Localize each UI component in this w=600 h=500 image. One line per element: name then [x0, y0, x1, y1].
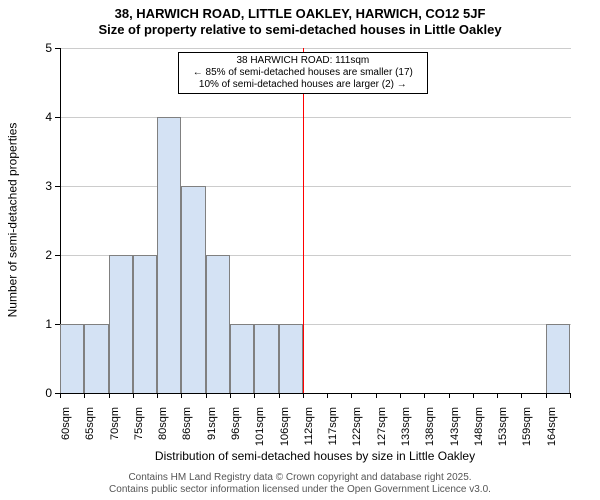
x-tick-label: 86sqm	[181, 407, 193, 453]
histogram-bar	[546, 324, 570, 393]
x-tick-mark	[351, 393, 352, 398]
histogram-bar	[181, 186, 205, 393]
y-tick-label: 2	[32, 248, 52, 262]
y-tick-mark	[55, 117, 60, 118]
x-tick-label: 138sqm	[424, 407, 436, 453]
y-tick-label: 5	[32, 41, 52, 55]
x-tick-label: 143sqm	[449, 407, 461, 453]
x-tick-mark	[327, 393, 328, 398]
chart-title-line2: Size of property relative to semi-detach…	[0, 22, 600, 38]
y-tick-mark	[55, 255, 60, 256]
histogram-bar	[84, 324, 108, 393]
reference-line	[303, 48, 304, 393]
x-tick-label: 60sqm	[60, 407, 72, 453]
annotation-line: 38 HARWICH ROAD: 111sqm	[183, 55, 423, 67]
x-tick-label: 153sqm	[497, 407, 509, 453]
chart-title-line1: 38, HARWICH ROAD, LITTLE OAKLEY, HARWICH…	[0, 0, 600, 22]
x-tick-label: 91sqm	[206, 407, 218, 453]
x-tick-mark	[424, 393, 425, 398]
x-tick-mark	[206, 393, 207, 398]
x-tick-mark	[157, 393, 158, 398]
y-tick-label: 1	[32, 317, 52, 331]
x-tick-mark	[570, 393, 571, 398]
y-tick-mark	[55, 186, 60, 187]
gridline	[61, 186, 571, 187]
histogram-bar	[230, 324, 254, 393]
x-tick-label: 159sqm	[521, 407, 533, 453]
y-tick-label: 4	[32, 110, 52, 124]
x-tick-label: 70sqm	[109, 407, 121, 453]
x-tick-label: 164sqm	[546, 407, 558, 453]
x-tick-mark	[400, 393, 401, 398]
x-tick-label: 96sqm	[230, 407, 242, 453]
y-tick-mark	[55, 48, 60, 49]
histogram-bar	[109, 255, 133, 393]
histogram-bar	[60, 324, 84, 393]
x-tick-label: 106sqm	[279, 407, 291, 453]
histogram-bar	[206, 255, 230, 393]
chart-container: 38, HARWICH ROAD, LITTLE OAKLEY, HARWICH…	[0, 0, 600, 500]
x-tick-label: 148sqm	[473, 407, 485, 453]
y-tick-label: 0	[32, 386, 52, 400]
x-tick-mark	[303, 393, 304, 398]
x-tick-label: 75sqm	[133, 407, 145, 453]
x-tick-mark	[376, 393, 377, 398]
x-tick-mark	[84, 393, 85, 398]
x-tick-mark	[254, 393, 255, 398]
footer-line-1: Contains HM Land Registry data © Crown c…	[0, 472, 600, 483]
x-tick-mark	[230, 393, 231, 398]
x-tick-mark	[449, 393, 450, 398]
footer-line-2: Contains public sector information licen…	[0, 484, 600, 495]
annotation-line: 10% of semi-detached houses are larger (…	[183, 79, 423, 91]
histogram-bar	[157, 117, 181, 393]
x-tick-label: 122sqm	[351, 407, 363, 453]
annotation-box: 38 HARWICH ROAD: 111sqm← 85% of semi-det…	[178, 52, 428, 94]
x-tick-mark	[473, 393, 474, 398]
x-tick-label: 127sqm	[376, 407, 388, 453]
x-tick-mark	[521, 393, 522, 398]
x-tick-mark	[497, 393, 498, 398]
gridline	[61, 117, 571, 118]
histogram-bar	[254, 324, 278, 393]
gridline	[61, 48, 571, 49]
x-tick-label: 117sqm	[327, 407, 339, 453]
x-tick-label: 101sqm	[254, 407, 266, 453]
annotation-line: ← 85% of semi-detached houses are smalle…	[183, 67, 423, 79]
x-tick-mark	[181, 393, 182, 398]
x-tick-label: 65sqm	[84, 407, 96, 453]
histogram-bar	[133, 255, 157, 393]
x-tick-label: 112sqm	[303, 407, 315, 453]
x-tick-mark	[109, 393, 110, 398]
y-tick-label: 3	[32, 179, 52, 193]
x-tick-mark	[133, 393, 134, 398]
y-axis-label: Number of semi-detached properties	[5, 47, 19, 392]
x-tick-mark	[279, 393, 280, 398]
x-tick-mark	[546, 393, 547, 398]
x-tick-mark	[60, 393, 61, 398]
x-tick-label: 80sqm	[157, 407, 169, 453]
x-tick-label: 133sqm	[400, 407, 412, 453]
histogram-bar	[279, 324, 303, 393]
